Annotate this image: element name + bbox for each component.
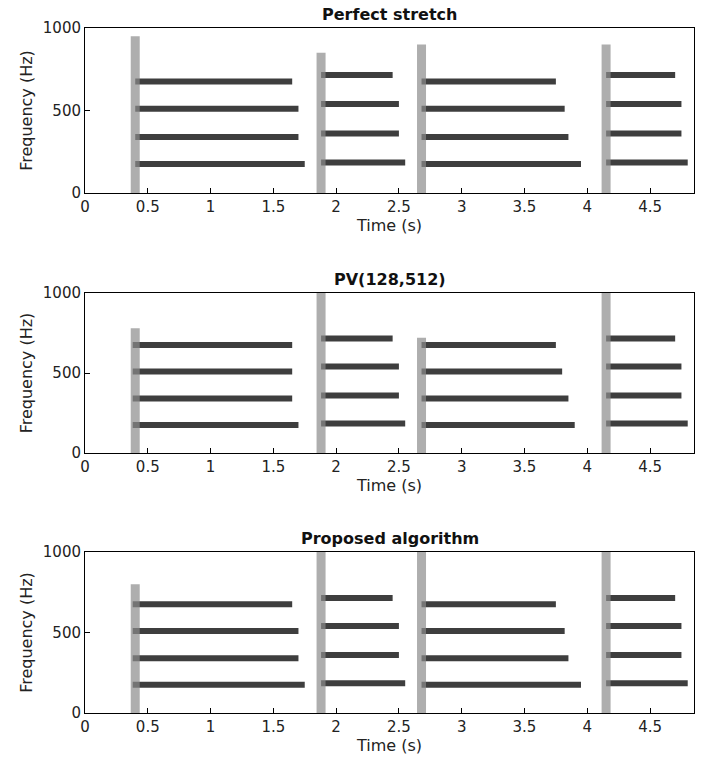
svg-text:1000: 1000 <box>43 284 81 302</box>
svg-text:Frequency (Hz): Frequency (Hz) <box>17 572 36 693</box>
svg-text:3: 3 <box>457 718 467 736</box>
svg-text:0: 0 <box>71 704 81 722</box>
svg-text:1.5: 1.5 <box>261 458 285 476</box>
svg-text:3.5: 3.5 <box>513 458 537 476</box>
svg-text:1: 1 <box>206 718 216 736</box>
svg-text:500: 500 <box>52 102 81 120</box>
svg-text:4.5: 4.5 <box>638 198 662 216</box>
svg-text:0.5: 0.5 <box>136 718 160 736</box>
svg-text:3: 3 <box>457 458 467 476</box>
svg-text:1000: 1000 <box>43 543 81 561</box>
svg-text:0.5: 0.5 <box>136 458 160 476</box>
svg-text:2.5: 2.5 <box>387 718 411 736</box>
svg-text:1.5: 1.5 <box>261 718 285 736</box>
svg-text:0: 0 <box>80 198 90 216</box>
svg-text:Perfect stretch: Perfect stretch <box>322 5 457 24</box>
svg-text:0: 0 <box>80 458 90 476</box>
svg-text:PV(128,512): PV(128,512) <box>334 270 446 289</box>
svg-text:Time (s): Time (s) <box>356 736 422 755</box>
svg-text:0: 0 <box>71 444 81 462</box>
svg-text:4.5: 4.5 <box>638 458 662 476</box>
svg-text:3: 3 <box>457 198 467 216</box>
svg-text:Time (s): Time (s) <box>356 216 422 235</box>
svg-text:Frequency (Hz): Frequency (Hz) <box>17 313 36 434</box>
svg-text:1.5: 1.5 <box>261 198 285 216</box>
svg-text:1000: 1000 <box>43 19 81 37</box>
svg-text:2: 2 <box>331 718 341 736</box>
svg-text:500: 500 <box>52 624 81 642</box>
svg-text:3.5: 3.5 <box>513 198 537 216</box>
svg-text:4: 4 <box>582 718 592 736</box>
svg-text:Proposed algorithm: Proposed algorithm <box>301 529 479 548</box>
svg-text:Time (s): Time (s) <box>356 476 422 495</box>
svg-text:Frequency (Hz): Frequency (Hz) <box>17 50 36 171</box>
svg-text:1: 1 <box>206 458 216 476</box>
svg-text:2: 2 <box>331 458 341 476</box>
svg-text:4.5: 4.5 <box>638 718 662 736</box>
svg-text:2.5: 2.5 <box>387 198 411 216</box>
svg-text:4: 4 <box>582 458 592 476</box>
svg-text:1: 1 <box>206 198 216 216</box>
svg-text:2.5: 2.5 <box>387 458 411 476</box>
svg-text:0.5: 0.5 <box>136 198 160 216</box>
svg-text:500: 500 <box>52 364 81 382</box>
svg-text:2: 2 <box>331 198 341 216</box>
svg-text:4: 4 <box>582 198 592 216</box>
svg-text:0: 0 <box>80 718 90 736</box>
svg-text:0: 0 <box>71 184 81 202</box>
svg-text:3.5: 3.5 <box>513 718 537 736</box>
